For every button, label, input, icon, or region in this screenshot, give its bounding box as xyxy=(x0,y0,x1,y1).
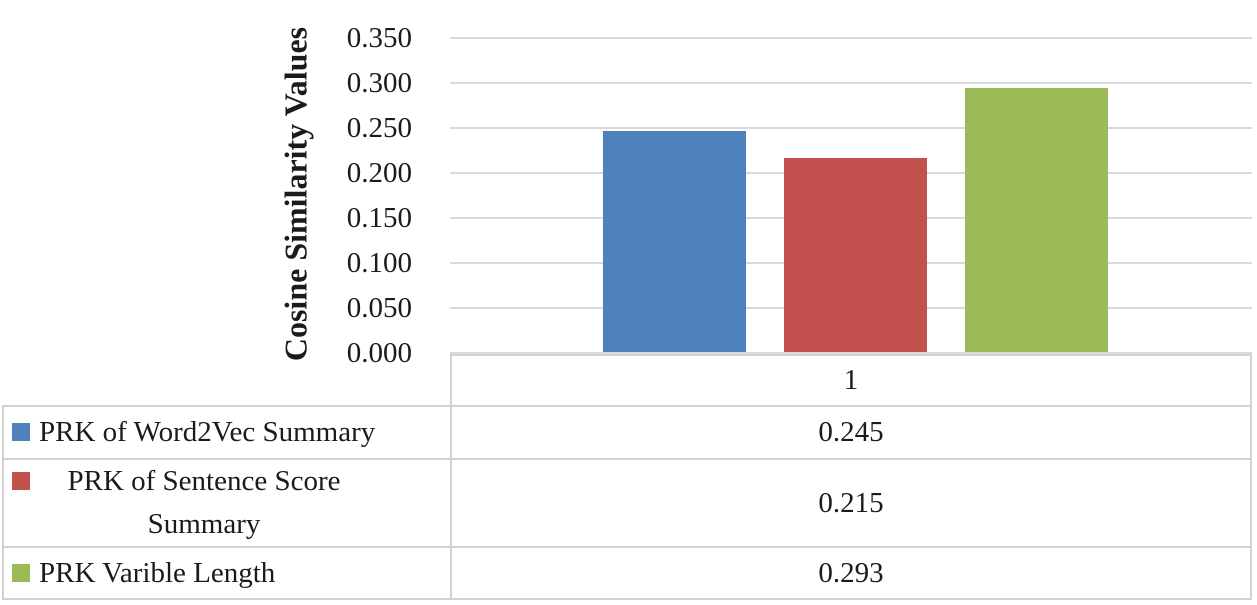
value-cell: 0.245 xyxy=(450,405,1252,458)
legend-swatch-icon xyxy=(12,423,30,441)
legend-label: PRK of Word2Vec Summary xyxy=(39,416,376,448)
bar xyxy=(965,88,1108,352)
bar xyxy=(603,131,746,352)
gridline xyxy=(450,82,1252,84)
y-tick-label: 0.300 xyxy=(346,67,412,99)
gridline xyxy=(450,37,1252,39)
value-cell: 0.215 xyxy=(450,458,1252,546)
legend-cell: PRK of Sentence Score Summary xyxy=(2,458,450,546)
y-tick-label: 0.250 xyxy=(346,112,412,144)
y-tick-label: 0.350 xyxy=(346,22,412,54)
y-axis-title: Cosine Similarity Values xyxy=(277,26,314,362)
legend-swatch-icon xyxy=(12,472,30,490)
legend-swatch-icon xyxy=(12,563,30,582)
legend-label: PRK Varible Length xyxy=(39,556,276,589)
y-tick-label: 0.050 xyxy=(346,292,412,324)
legend-cell: PRK of Word2Vec Summary xyxy=(2,405,450,458)
legend-label: PRK of Sentence Score Summary xyxy=(67,465,341,540)
bar xyxy=(784,158,927,352)
y-tick-label: 0.150 xyxy=(346,202,412,234)
y-tick-label: 0.100 xyxy=(346,247,412,279)
y-tick-label: 0.200 xyxy=(346,157,412,189)
category-cell: 1 xyxy=(450,354,1252,405)
gridline xyxy=(450,352,1252,354)
gridline xyxy=(450,127,1252,129)
plot-area xyxy=(450,0,1252,354)
legend-cell: PRK Varible Length xyxy=(2,546,450,600)
y-tick-label: 0.000 xyxy=(346,337,412,369)
value-cell: 0.293 xyxy=(450,546,1252,600)
